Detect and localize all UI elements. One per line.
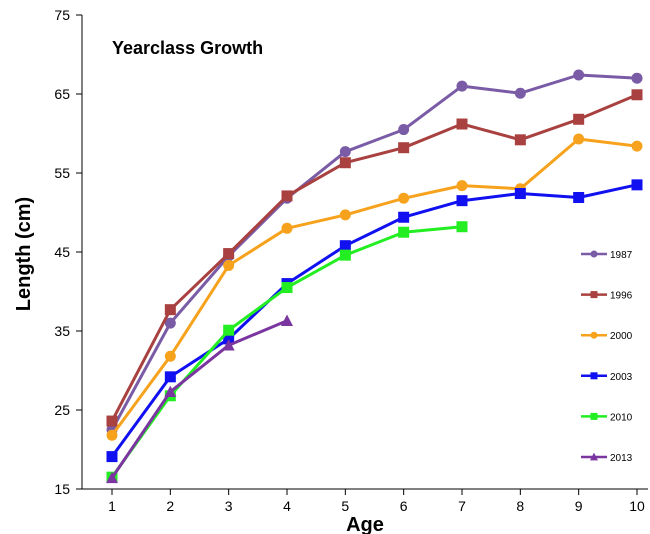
data-point-1996 xyxy=(631,89,643,101)
y-tick-label: 65 xyxy=(54,86,70,102)
legend-item-1996: 1996 xyxy=(581,291,633,302)
data-point-1987 xyxy=(514,87,526,99)
data-point-1996 xyxy=(223,248,235,260)
data-point-2000 xyxy=(573,133,585,145)
data-point-1996 xyxy=(573,113,585,125)
data-point-2003 xyxy=(398,211,410,223)
legend: 1987 1996 2000 2003 2010 2013 xyxy=(581,250,633,464)
y-tick-label: 55 xyxy=(54,165,70,181)
legend-label: 2000 xyxy=(610,331,633,342)
legend-item-1987: 1987 xyxy=(581,250,633,261)
legend-marker xyxy=(590,250,598,258)
data-point-2003 xyxy=(573,191,585,203)
data-point-2000 xyxy=(631,140,643,152)
legend-marker xyxy=(590,412,598,420)
data-point-2000 xyxy=(281,222,293,234)
legend-label: 2013 xyxy=(610,453,633,464)
data-point-2003 xyxy=(339,240,351,252)
legend-marker xyxy=(590,331,598,339)
chart-title: Yearclass Growth xyxy=(112,38,263,58)
data-point-2010 xyxy=(398,226,410,238)
data-point-1996 xyxy=(164,304,176,316)
x-tick-label: 4 xyxy=(283,498,291,514)
y-axis-title: Length (cm) xyxy=(13,197,35,311)
series-line-2003 xyxy=(110,183,638,458)
series-layer xyxy=(106,69,643,484)
x-axis-title: Age xyxy=(346,514,384,534)
legend-label: 1987 xyxy=(610,250,633,261)
data-point-1996 xyxy=(281,190,293,202)
y-tick-label: 75 xyxy=(54,7,70,23)
data-point-2003 xyxy=(223,333,235,345)
data-point-1996 xyxy=(106,415,118,427)
data-point-1996 xyxy=(456,118,468,130)
data-point-1996 xyxy=(398,142,410,154)
legend-label: 1996 xyxy=(610,291,633,302)
data-point-1987 xyxy=(164,317,176,329)
data-point-2013 xyxy=(222,338,235,351)
y-tick-label: 45 xyxy=(54,244,70,260)
legend-label: 2010 xyxy=(610,412,633,423)
series-2013 xyxy=(106,314,293,484)
data-point-2003 xyxy=(456,195,468,207)
y-tick-label: 15 xyxy=(54,481,70,497)
data-point-2010 xyxy=(456,221,468,233)
x-tick-label: 3 xyxy=(225,498,233,514)
data-point-1987 xyxy=(573,69,585,81)
data-point-2010 xyxy=(339,249,351,261)
data-point-2013 xyxy=(106,471,118,484)
data-point-1987 xyxy=(631,72,643,84)
data-point-2000 xyxy=(106,429,118,441)
x-tick-label: 2 xyxy=(166,498,174,514)
data-point-2003 xyxy=(164,371,176,383)
x-tick-label: 6 xyxy=(400,498,408,514)
y-tick-label: 35 xyxy=(54,323,70,339)
data-point-2010 xyxy=(281,282,293,294)
data-point-1987 xyxy=(456,80,468,92)
x-tick-label: 5 xyxy=(341,498,349,514)
legend-item-2013: 2013 xyxy=(581,452,633,464)
series-line-1996 xyxy=(110,93,638,422)
data-point-2013 xyxy=(281,314,293,326)
data-point-1987 xyxy=(398,124,410,136)
plot-area xyxy=(82,15,648,489)
data-point-2000 xyxy=(223,259,235,271)
data-point-2003 xyxy=(106,451,118,463)
data-point-2000 xyxy=(164,350,176,362)
x-tick-label: 10 xyxy=(629,498,645,514)
x-tick-label: 1 xyxy=(108,498,116,514)
legend-label: 2003 xyxy=(610,372,633,383)
x-tick-label: 9 xyxy=(575,498,583,514)
data-point-2003 xyxy=(631,179,643,191)
data-point-1996 xyxy=(339,157,351,169)
legend-marker xyxy=(590,452,598,461)
series-1996 xyxy=(106,89,643,427)
data-point-2000 xyxy=(398,192,410,204)
legend-marker xyxy=(590,291,598,299)
legend-item-2003: 2003 xyxy=(581,372,633,383)
series-line-1987 xyxy=(110,73,638,431)
data-point-2003 xyxy=(514,188,526,200)
series-line-2013 xyxy=(110,319,288,479)
data-point-2013 xyxy=(164,385,177,398)
data-point-2000 xyxy=(339,209,351,221)
data-point-2010 xyxy=(223,324,235,336)
legend-item-2000: 2000 xyxy=(581,331,633,342)
x-tick-label: 7 xyxy=(458,498,466,514)
legend-item-2010: 2010 xyxy=(581,412,633,423)
data-point-1987 xyxy=(339,146,351,158)
data-point-2000 xyxy=(456,180,468,192)
y-tick-label: 25 xyxy=(54,402,70,418)
legend-marker xyxy=(590,372,598,380)
x-tick-label: 8 xyxy=(516,498,524,514)
data-point-1996 xyxy=(514,134,526,146)
series-line-2000 xyxy=(110,137,638,437)
